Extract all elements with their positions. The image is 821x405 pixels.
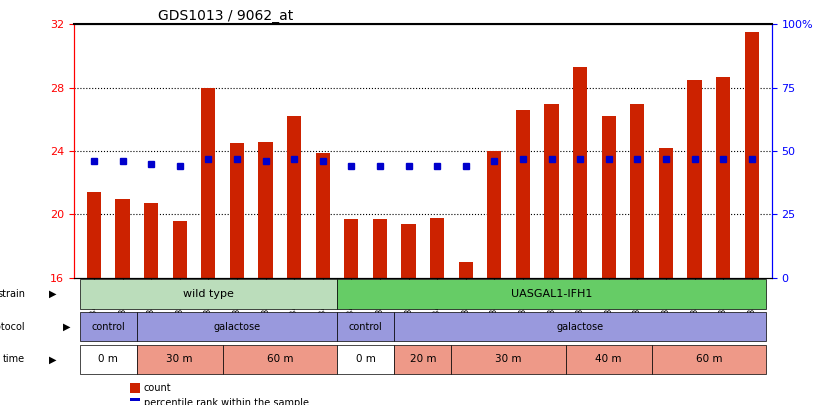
Bar [430, 217, 444, 278]
Bar [658, 148, 673, 278]
Text: count: count [144, 383, 172, 393]
FancyBboxPatch shape [337, 279, 766, 309]
FancyBboxPatch shape [652, 345, 766, 374]
Bar [144, 203, 158, 278]
FancyBboxPatch shape [137, 345, 222, 374]
FancyBboxPatch shape [80, 345, 137, 374]
Bar [745, 32, 759, 278]
FancyBboxPatch shape [394, 312, 766, 341]
Text: time: time [3, 354, 25, 364]
FancyBboxPatch shape [337, 345, 394, 374]
Text: ▶: ▶ [49, 289, 57, 299]
FancyBboxPatch shape [452, 345, 566, 374]
Text: 0 m: 0 m [355, 354, 375, 364]
Bar [716, 77, 730, 278]
Text: percentile rank within the sample: percentile rank within the sample [144, 399, 309, 405]
FancyBboxPatch shape [80, 279, 337, 309]
Bar [201, 87, 215, 278]
Text: growth protocol: growth protocol [0, 322, 25, 332]
Text: ▶: ▶ [49, 354, 57, 364]
Bar [573, 67, 587, 278]
Text: 20 m: 20 m [410, 354, 436, 364]
FancyBboxPatch shape [337, 312, 394, 341]
FancyBboxPatch shape [566, 345, 652, 374]
Bar [287, 116, 301, 278]
Bar [315, 153, 330, 278]
Text: ▶: ▶ [63, 322, 71, 332]
Text: 60 m: 60 m [695, 354, 722, 364]
Bar [259, 142, 273, 278]
Bar [487, 151, 502, 278]
Bar [172, 221, 187, 278]
FancyBboxPatch shape [80, 312, 137, 341]
Text: 30 m: 30 m [167, 354, 193, 364]
Bar [130, 399, 140, 405]
Text: UASGAL1-IFH1: UASGAL1-IFH1 [511, 289, 592, 299]
FancyBboxPatch shape [137, 312, 337, 341]
Bar [87, 192, 101, 278]
Bar [516, 110, 530, 278]
Text: 30 m: 30 m [495, 354, 522, 364]
Text: 60 m: 60 m [267, 354, 293, 364]
Bar [230, 143, 244, 278]
FancyBboxPatch shape [394, 345, 452, 374]
Bar [459, 262, 473, 278]
Text: galactose: galactose [213, 322, 260, 332]
Bar [631, 104, 644, 278]
Bar [687, 80, 702, 278]
Text: 40 m: 40 m [595, 354, 622, 364]
Bar [130, 383, 140, 393]
Bar [602, 116, 616, 278]
Bar [344, 219, 359, 278]
Text: strain: strain [0, 289, 25, 299]
Bar [544, 104, 558, 278]
Text: 0 m: 0 m [99, 354, 118, 364]
Text: control: control [91, 322, 125, 332]
Bar [116, 198, 130, 278]
FancyBboxPatch shape [222, 345, 337, 374]
Text: GDS1013 / 9062_at: GDS1013 / 9062_at [158, 9, 293, 23]
Bar [401, 224, 415, 278]
Bar [373, 219, 387, 278]
Text: galactose: galactose [557, 322, 603, 332]
Text: wild type: wild type [183, 289, 234, 299]
Text: control: control [349, 322, 383, 332]
